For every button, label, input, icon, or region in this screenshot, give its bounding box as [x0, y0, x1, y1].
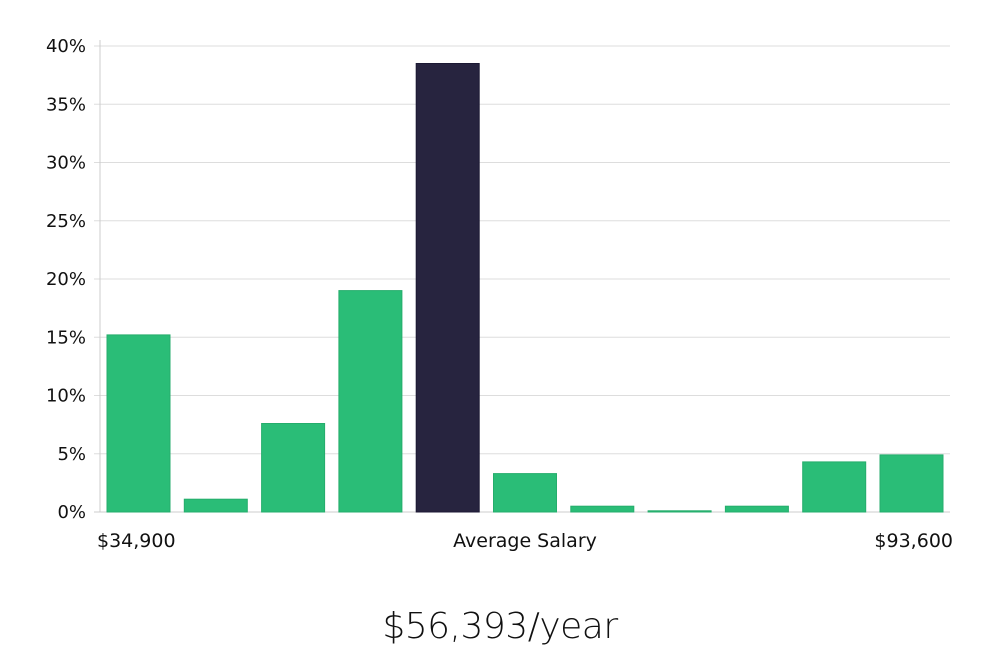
y-tick-label: 10%: [46, 386, 86, 407]
x-label-max-salary: $93,600: [874, 530, 953, 552]
bar: [570, 505, 635, 513]
bar: [338, 290, 403, 513]
y-tick-label: 25%: [46, 211, 86, 232]
y-tick-label: 0%: [57, 502, 86, 523]
bar-average-salary: [415, 63, 480, 513]
bar: [879, 454, 944, 513]
y-tick-label: 5%: [57, 444, 86, 465]
average-salary-value: $56,393/year: [382, 606, 618, 647]
bar: [802, 461, 867, 513]
bar: [493, 473, 557, 513]
bars: [106, 63, 944, 513]
grid-lines: [94, 45, 950, 513]
bar: [106, 334, 171, 513]
y-tick-label: 15%: [46, 327, 86, 348]
bar: [183, 498, 248, 513]
y-tick-label: 35%: [46, 94, 86, 115]
x-label-min-salary: $34,900: [97, 530, 176, 552]
y-axis-ticks: 0% 5% 10% 15% 20% 25% 30% 35% 40%: [46, 36, 86, 523]
y-tick-label: 20%: [46, 269, 86, 290]
salary-histogram: 0% 5% 10% 15% 20% 25% 30% 35% 40% $34,900 Averag…: [46, 36, 953, 552]
y-tick-label: 30%: [46, 153, 86, 174]
bar: [724, 505, 789, 513]
y-tick-label: 40%: [46, 36, 86, 57]
bar: [647, 510, 712, 513]
x-label-average-salary: Average Salary: [453, 530, 597, 552]
bar: [261, 423, 326, 513]
